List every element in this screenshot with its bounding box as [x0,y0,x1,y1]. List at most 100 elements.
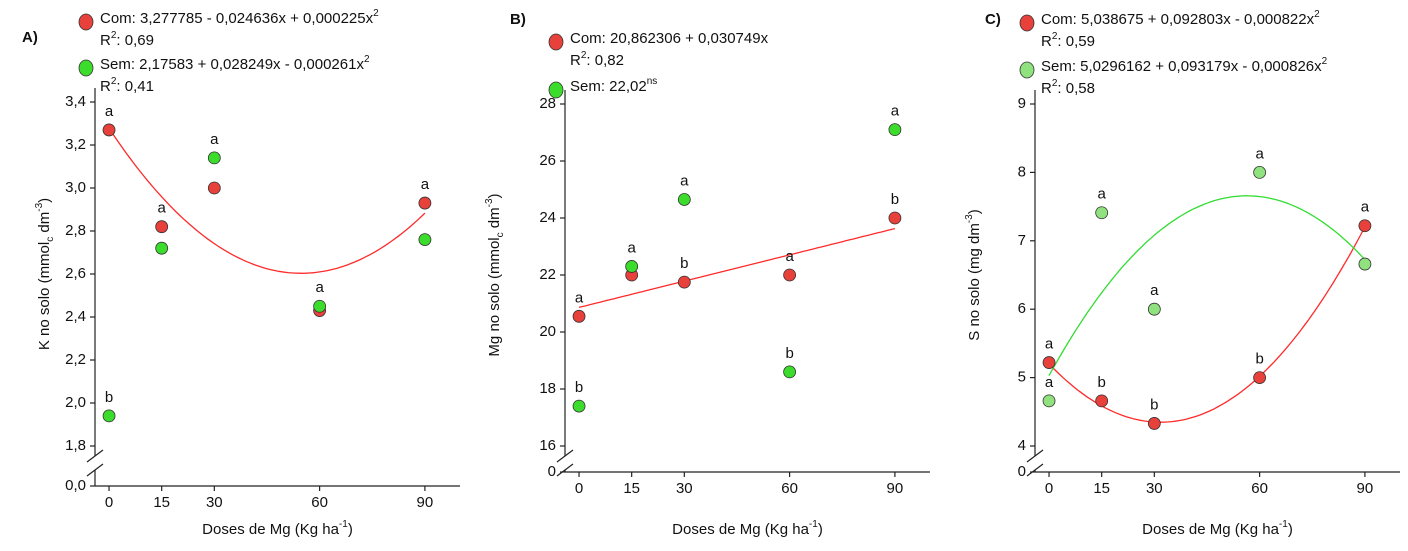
legend-text: Com: 20,862306 + 0,030749x [570,30,769,47]
y-tick-label: 0 [1018,463,1026,480]
y-tick-label: 16 [539,437,556,454]
data-point [313,299,327,313]
significance-letter: b [785,345,793,362]
y-tick-label: 8 [1018,163,1026,180]
y-tick-label: 22 [539,266,556,283]
legend-text: R2: 0,82 [570,50,624,69]
x-tick-label: 60 [781,480,798,497]
legend-marker [1019,14,1035,32]
data-point [1253,371,1267,385]
data-point [1147,302,1161,316]
data-point [418,196,432,210]
y-tick-label: 18 [539,380,556,397]
significance-letter: a [315,279,324,296]
text-part: K no solo (mmol [36,242,53,350]
x-tick-label: 15 [1093,480,1110,497]
text-part: : 0,41 [116,78,154,95]
y-tick-label: 26 [539,152,556,169]
text-part: 2 [581,50,587,61]
legend-marker [78,59,94,77]
x-axis-label: Doses de Mg (Kg ha-1) [202,519,353,538]
x-tick-label: 30 [1146,480,1163,497]
y-tick-label: 6 [1018,300,1026,317]
significance-letter: b [1150,396,1158,413]
x-axis-label: Doses de Mg (Kg ha-1) [672,519,823,538]
significance-letter: a [1150,282,1159,299]
data-point [1095,206,1109,220]
y-tick-label: 5 [1018,369,1026,386]
y-tick-label: 4 [1018,437,1026,454]
data-point [207,151,221,165]
data-point [1042,394,1056,408]
legend-text: R2: 0,41 [100,76,154,95]
y-tick-label: 0,0 [65,477,86,494]
y-tick-label: 28 [539,95,556,112]
text-part: Sem: 22,02 [570,78,647,95]
significance-letter: a [575,289,584,306]
text-part: -1 [809,519,818,530]
text-part: c [45,237,56,242]
significance-letter: b [1255,351,1263,368]
significance-letter: b [680,255,688,272]
text-part: : 0,59 [1057,33,1095,50]
y-tick-label: 3,2 [65,136,86,153]
text-part: 2 [111,30,117,41]
y-axis-label: K no solo (mmolc dm-3) [34,198,56,350]
significance-letter: b [575,379,583,396]
text-part: R [1041,33,1052,50]
significance-letter: a [1045,336,1054,353]
text-part: R [100,78,111,95]
legend-text: Sem: 5,0296162 + 0,093179x - 0,000826x2 [1041,56,1328,75]
text-part: 2 [1052,31,1058,42]
x-tick-label: 0 [1045,480,1053,497]
text-part: R [1041,80,1052,97]
text-part: Com: 5,038675 + 0,092803x - 0,000822x [1041,11,1315,28]
fit-curve [108,127,426,274]
y-axis-label: Mg no solo (mmolc dm-3) [484,193,506,356]
y-tick-label: 2,2 [65,351,86,368]
text-part: dm [486,207,503,232]
data-point [783,268,797,282]
significance-letter: a [158,200,167,217]
text-part: ) [1288,521,1293,538]
panel-label: B) [510,11,526,28]
legend-marker [548,81,564,99]
text-part: ) [348,521,353,538]
data-point [1095,394,1109,408]
text-part: 2 [1322,56,1328,67]
text-part: Mg no solo (mmol [486,237,503,356]
significance-letter: a [785,248,794,265]
legend-text: Com: 5,038675 + 0,092803x - 0,000822x2 [1041,9,1320,28]
text-part: 2 [111,76,117,87]
text-part: Com: 20,862306 + 0,030749x [570,30,769,47]
y-tick-label: 20 [539,323,556,340]
data-point [1358,257,1372,271]
fit-curve [578,227,896,309]
significance-letter: a [210,131,219,148]
data-point [677,193,691,206]
text-part: Sem: 5,0296162 + 0,093179x - 0,000826x [1041,58,1322,75]
text-part: : 0,58 [1057,80,1095,97]
x-tick-label: 90 [887,480,904,497]
text-part: dm [36,212,53,237]
data-point [572,399,586,413]
axis-break [86,449,104,477]
x-tick-label: 0 [105,494,113,511]
data-point [888,211,902,225]
x-tick-label: 60 [1251,480,1268,497]
y-tick-label: 1,8 [65,437,86,454]
significance-letter: a [628,239,637,256]
legend-text: Sem: 2,17583 + 0,028249x - 0,000261x2 [100,54,370,73]
fit-curve [1048,226,1366,423]
x-tick-label: 90 [1357,480,1374,497]
fit-curve [1048,195,1366,376]
data-point [207,181,221,195]
x-tick-label: 15 [623,480,640,497]
y-tick-label: 24 [539,209,556,226]
panel-label: A) [22,29,38,46]
y-tick-label: 9 [1018,95,1026,112]
text-part: -3 [484,198,495,207]
legend-marker [78,13,94,31]
text-part: Sem: 2,17583 + 0,028249x - 0,000261x [100,56,364,73]
